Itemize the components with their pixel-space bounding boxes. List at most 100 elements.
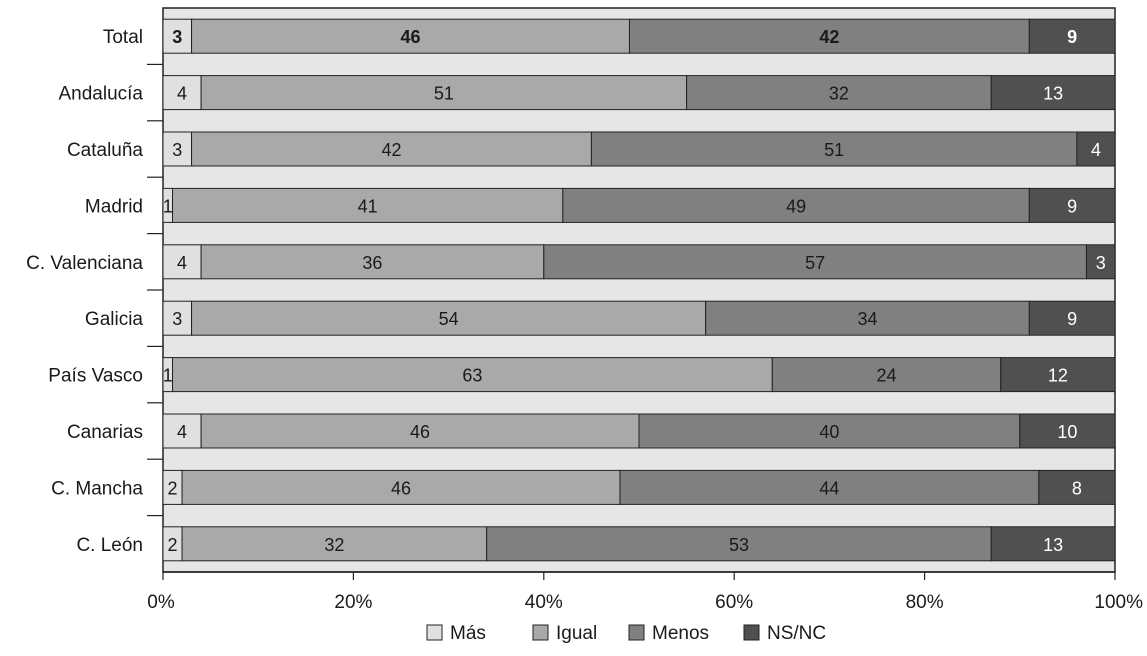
category-label: Total — [103, 27, 143, 48]
legend-swatch — [426, 624, 443, 641]
x-tick-label: 0% — [147, 592, 175, 613]
data-label: 3 — [172, 309, 182, 329]
bar-segment — [1000, 357, 1116, 393]
data-label: 9 — [1067, 196, 1077, 216]
x-tick-label: 20% — [334, 592, 372, 613]
data-label: 42 — [819, 27, 839, 47]
bar-segment — [628, 18, 1030, 54]
data-label: 2 — [168, 478, 178, 498]
data-label: 41 — [358, 196, 378, 216]
bar-segment — [590, 131, 1078, 167]
data-label: 1 — [163, 196, 173, 216]
data-label: 42 — [381, 140, 401, 160]
bar-segment — [1019, 413, 1116, 449]
data-label: 9 — [1067, 27, 1077, 47]
category-label: C. León — [76, 535, 143, 556]
data-label: 34 — [857, 309, 877, 329]
bar-segment — [1038, 469, 1116, 505]
bar-segment — [181, 469, 621, 505]
category-label: Madrid — [85, 196, 143, 217]
bar-segment — [191, 300, 707, 336]
bar-segment — [486, 526, 992, 562]
data-label: 53 — [729, 535, 749, 555]
bar-segment — [1085, 244, 1116, 280]
data-label: 3 — [1096, 253, 1106, 273]
data-label: 9 — [1067, 309, 1077, 329]
bar-segment — [172, 187, 564, 223]
data-label: 3 — [172, 27, 182, 47]
data-label: 46 — [391, 478, 411, 498]
legend-label: NS/NC — [767, 623, 826, 644]
bar-segment — [990, 75, 1116, 111]
data-label: 36 — [362, 253, 382, 273]
bar-segment — [162, 18, 193, 54]
category-label: Cataluña — [67, 140, 143, 161]
category-label: C. Valenciana — [26, 253, 143, 274]
bar-segment — [1076, 131, 1116, 167]
bar-segment — [543, 244, 1087, 280]
data-label: 4 — [1091, 140, 1101, 160]
data-label: 8 — [1072, 478, 1082, 498]
bar-segment — [162, 300, 193, 336]
data-label: 4 — [177, 253, 187, 273]
legend-label: Igual — [556, 623, 597, 644]
bar-segment — [191, 131, 592, 167]
legend-swatch — [743, 624, 760, 641]
bar-segment — [200, 75, 688, 111]
data-label: 4 — [177, 84, 187, 104]
legend-label: Menos — [652, 623, 709, 644]
data-label: 44 — [819, 478, 839, 498]
bar-segment — [162, 131, 193, 167]
legend: Más Igual Menos NS/NC — [426, 623, 826, 644]
bar-segment — [162, 75, 202, 111]
data-label: 46 — [401, 27, 421, 47]
x-tick-label: 80% — [906, 592, 944, 613]
bar-segment — [771, 357, 1002, 393]
data-label: 49 — [786, 196, 806, 216]
bar-segment — [181, 526, 488, 562]
x-axis: 0% 20% 40% 60% 80% 100% — [147, 63, 1143, 613]
category-labels: Total Andalucía Cataluña Madrid C. Valencian… — [26, 27, 143, 556]
data-label: 51 — [824, 140, 844, 160]
data-label: 57 — [805, 253, 825, 273]
bars-group: 3 46 42 94 51 32 133 42 51 41 41 49 94 36 57 33 54 34 91 63… — [162, 18, 1116, 562]
x-tick-label: 40% — [525, 592, 563, 613]
data-label: 63 — [462, 366, 482, 386]
data-label: 32 — [324, 535, 344, 555]
bar-segment — [1028, 18, 1116, 54]
data-label: 46 — [410, 422, 430, 442]
bar-segment — [705, 300, 1030, 336]
data-label: 12 — [1048, 366, 1068, 386]
category-label: País Vasco — [48, 366, 143, 387]
category-label: C. Mancha — [51, 478, 143, 499]
data-label: 51 — [434, 84, 454, 104]
bar-segment — [990, 526, 1116, 562]
bar-segment — [200, 244, 545, 280]
data-label: 13 — [1043, 535, 1063, 555]
data-label: 54 — [439, 309, 459, 329]
category-label: Canarias — [67, 422, 143, 443]
data-label: 4 — [177, 422, 187, 442]
data-label: 1 — [163, 366, 173, 386]
legend-swatch — [532, 624, 549, 641]
data-label: 2 — [168, 535, 178, 555]
bar-segment — [200, 413, 640, 449]
bar-segment — [562, 187, 1030, 223]
x-tick-label: 60% — [715, 592, 753, 613]
data-label: 13 — [1043, 84, 1063, 104]
category-label: Galicia — [85, 309, 144, 330]
data-label: 24 — [877, 366, 897, 386]
data-label: 32 — [829, 84, 849, 104]
data-label: 40 — [819, 422, 839, 442]
bar-segment — [1028, 300, 1116, 336]
bar-segment — [172, 357, 773, 393]
legend-label: Más — [450, 623, 486, 644]
data-label: 3 — [172, 140, 182, 160]
bar-segment — [1028, 187, 1116, 223]
x-tick-label: 100% — [1094, 592, 1143, 613]
bar-segment — [686, 75, 992, 111]
legend-swatch — [628, 624, 645, 641]
category-label: Andalucía — [58, 84, 143, 105]
data-label: 10 — [1057, 422, 1077, 442]
